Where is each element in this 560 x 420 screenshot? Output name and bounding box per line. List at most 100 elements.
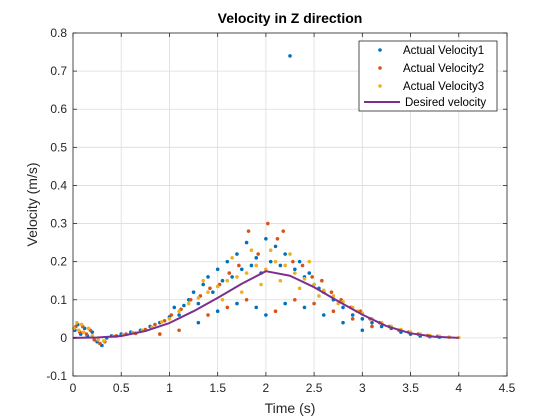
data-point-series-3 (302, 277, 307, 281)
data-point-series-3 (297, 286, 302, 291)
data-point-series-1 (341, 305, 345, 310)
data-point-series-2 (227, 271, 232, 275)
data-point-series-2 (291, 259, 295, 264)
x-tick-label: 2 (263, 381, 270, 395)
data-point-series-2 (98, 341, 102, 346)
data-point-series-2 (256, 252, 260, 256)
data-point-series-2 (188, 297, 193, 302)
data-point-series-1 (196, 320, 201, 325)
data-point-series-2 (320, 278, 324, 283)
data-point-series-1 (360, 317, 365, 321)
data-point-series-2 (310, 275, 314, 279)
data-point-series-2 (92, 337, 97, 342)
data-point-series-1 (196, 301, 201, 306)
data-point-series-1 (239, 267, 244, 272)
data-point-series-3 (79, 322, 84, 327)
legend-label-velocity1: Actual Velocity1 (403, 45, 484, 57)
data-point-series-2 (275, 237, 280, 241)
data-point-series-1 (230, 275, 234, 279)
legend-marker-velocity3 (378, 84, 382, 88)
x-tick-label: 0 (70, 381, 77, 395)
data-point-series-2 (329, 290, 334, 294)
data-point-series-3 (273, 259, 278, 264)
data-point-series-2 (169, 313, 174, 317)
data-point-series-3 (235, 275, 239, 279)
data-point-series-3 (220, 297, 225, 302)
axes-frame (72, 32, 508, 377)
data-point-series-2 (225, 305, 230, 310)
data-point-series-3 (75, 320, 79, 325)
legend-label-desired: Desired velocity (405, 97, 486, 109)
data-point-series-3 (259, 282, 263, 287)
data-point-series-3 (159, 320, 164, 324)
y-tick-label: 0.1 (50, 293, 67, 307)
legend-marker-velocity1 (378, 48, 382, 52)
y-tick-label: 0.6 (50, 102, 67, 116)
y-tick-label: 0.4 (50, 178, 67, 192)
data-point-series-1 (379, 324, 384, 329)
data-point-series-2 (312, 301, 316, 306)
data-point-series-1 (288, 54, 292, 58)
data-point-series-2 (246, 229, 251, 233)
data-point-series-1 (215, 267, 220, 272)
data-point-series-2 (206, 313, 210, 317)
data-point-series-1 (235, 252, 239, 256)
data-point-series-1 (264, 237, 268, 241)
data-point-series-1 (191, 290, 196, 294)
data-point-series-1 (297, 259, 302, 264)
data-point-series-1 (264, 313, 268, 317)
data-point-series-2 (273, 309, 278, 314)
data-point-series-2 (244, 297, 249, 302)
data-point-series-2 (293, 297, 297, 302)
data-point-series-1 (283, 301, 287, 306)
data-point-series-3 (293, 271, 297, 275)
x-axis-label: Time (s) (265, 400, 316, 416)
y-tick-label: 0.7 (50, 64, 67, 78)
data-point-series-1 (182, 303, 186, 308)
data-point-series-2 (350, 317, 355, 321)
data-point-series-3 (312, 282, 316, 287)
data-point-series-3 (264, 267, 268, 272)
data-point-series-3 (317, 294, 321, 298)
data-point-series-3 (215, 284, 220, 289)
data-point-series-3 (268, 248, 273, 253)
data-point-series-3 (278, 278, 283, 283)
data-point-series-1 (370, 320, 374, 325)
data-point-series-3 (206, 290, 210, 294)
data-point-series-3 (230, 256, 234, 260)
data-point-series-2 (266, 221, 270, 226)
data-point-series-1 (268, 259, 273, 264)
data-point-series-3 (321, 288, 326, 293)
x-tick-label: 3.5 (402, 381, 419, 395)
data-point-series-2 (300, 263, 305, 268)
data-point-series-1 (215, 309, 220, 314)
data-point-series-1 (307, 271, 312, 275)
data-point-series-3 (249, 248, 254, 253)
y-tick-label: 0.5 (50, 140, 67, 154)
data-point-series-2 (281, 229, 286, 233)
desired-velocity-line (72, 270, 459, 339)
data-point-series-3 (86, 326, 91, 331)
data-point-series-2 (153, 322, 157, 327)
data-point-series-2 (158, 332, 162, 336)
x-tick-label: 3 (359, 381, 366, 395)
legend-label-velocity2: Actual Velocity2 (403, 63, 484, 75)
data-point-series-1 (235, 301, 239, 306)
data-point-series-1 (254, 305, 259, 310)
data-point-series-1 (341, 320, 345, 325)
data-point-series-1 (220, 278, 225, 283)
data-point-series-2 (370, 324, 374, 329)
chart-title: Velocity in Z direction (218, 10, 363, 26)
y-tick-label: 0.8 (50, 26, 67, 40)
data-point-series-1 (283, 252, 287, 256)
x-tick-label: 1.5 (209, 381, 226, 395)
data-point-series-1 (293, 267, 297, 272)
data-point-series-3 (254, 263, 259, 268)
data-point-series-2 (84, 332, 89, 336)
legend-label-velocity3: Actual Velocity3 (403, 81, 484, 93)
data-point-series-3 (196, 296, 201, 300)
x-tick-label: 2.5 (306, 381, 323, 395)
data-point-series-2 (237, 263, 241, 268)
data-point-series-1 (177, 313, 181, 317)
